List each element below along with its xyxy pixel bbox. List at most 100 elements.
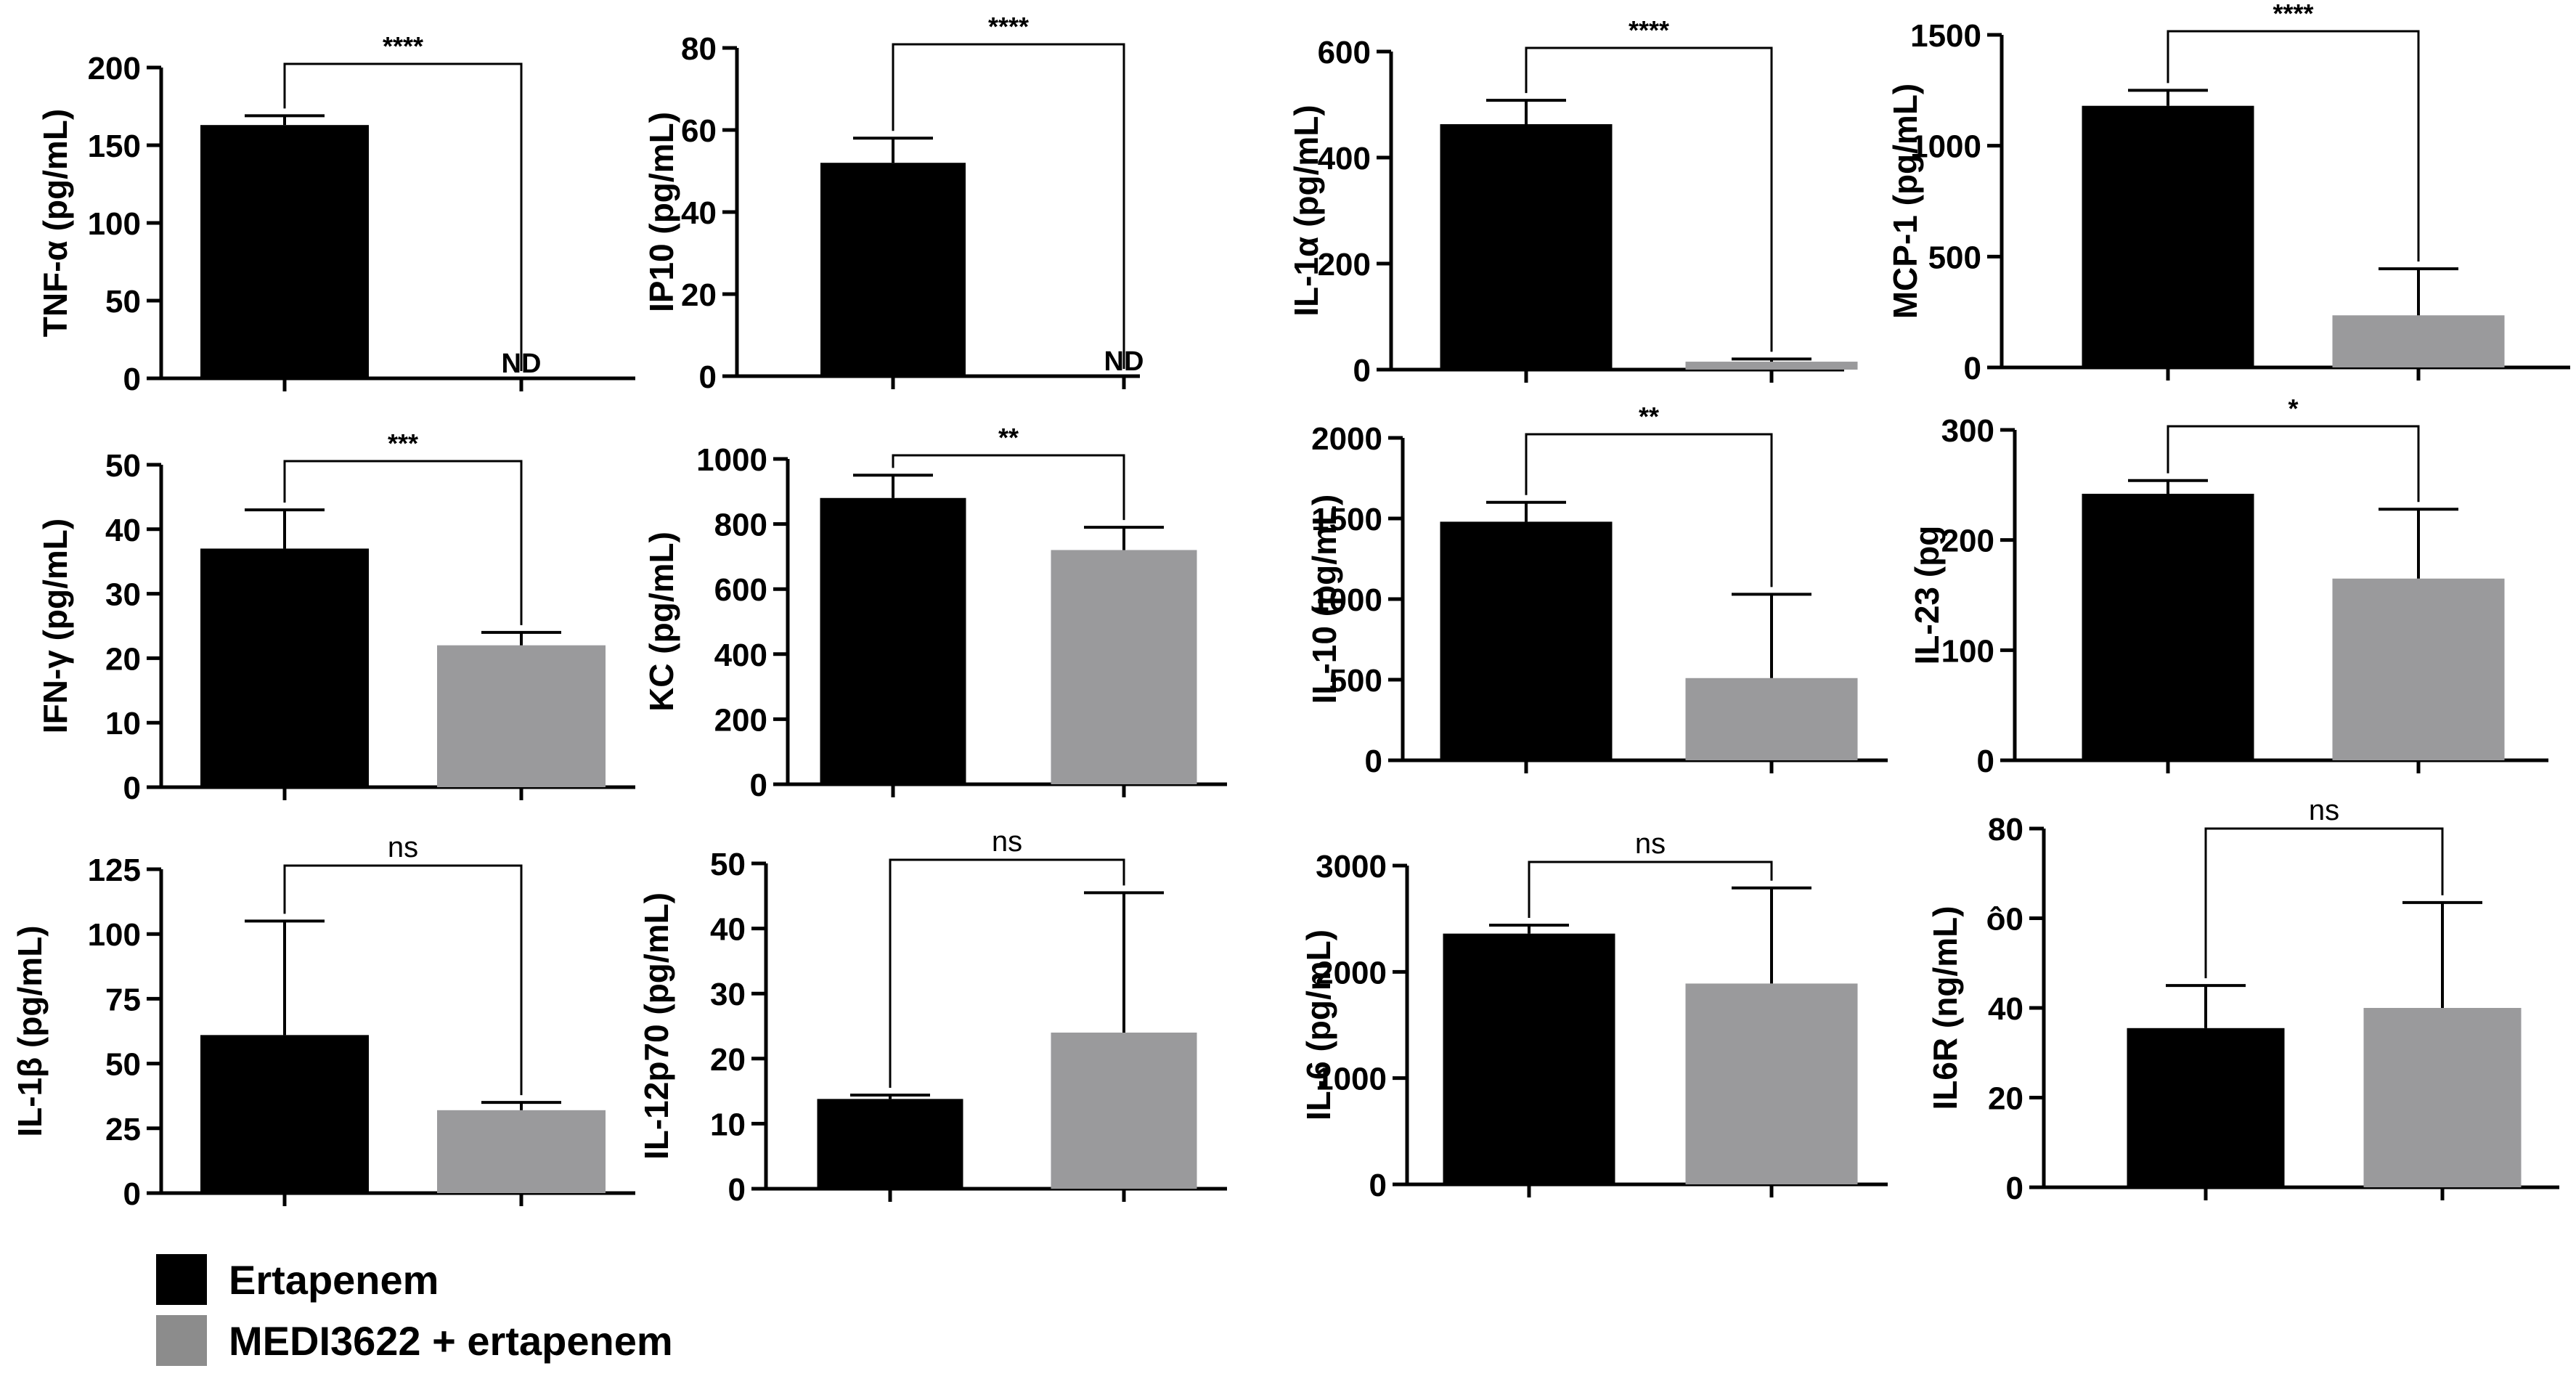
y-tick-label: 100 [88,206,141,242]
y-tick-label: 400 [714,638,767,673]
y-tick-label: 10 [710,1107,746,1142]
y-tick-label: 2000 [1311,421,1382,457]
bar-ertapenem [1440,124,1613,370]
legend-item-medi3622: MEDI3622 + ertapenem [156,1310,673,1371]
bar-ertapenem [2082,493,2254,760]
y-tick-label: 20 [681,277,717,313]
bar-medi3622 [1685,983,1858,1184]
y-tick-label: 75 [105,982,141,1017]
y-tick-label: 100 [1941,633,1994,669]
bar-ertapenem [1440,521,1613,760]
significance-bracket [889,858,1125,1088]
y-tick-label: 3000 [1316,849,1387,884]
y-tick-label: 800 [714,508,767,543]
y-tick-label: 0 [750,768,767,803]
y-tick-label: 1500 [1910,18,1981,54]
y-tick-label: 2000 [1316,955,1387,990]
significance-bracket [283,62,523,371]
y-tick-label: 0 [1353,353,1371,389]
y-tick-label: 100 [88,917,141,953]
significance-bracket [2167,30,2420,262]
y-axis-label: IL-10 (pg/mL) [1305,495,1343,704]
y-tick-label: 40 [1988,991,2023,1027]
y-tick-label: 50 [710,847,746,882]
y-tick-label: 25 [105,1112,141,1147]
y-tick-label: 40 [681,195,717,231]
significance-bracket [2204,827,2444,979]
y-tick-label: 50 [105,448,141,484]
y-tick-label: 0 [2006,1171,2023,1206]
bar-ertapenem [200,125,369,378]
bar-ertapenem [1443,933,1615,1184]
legend-swatch-medi3622 [156,1315,207,1366]
bar-ertapenem [200,548,369,787]
bar-medi3622 [1685,362,1858,370]
significance-label: **** [2273,0,2313,28]
legend: Ertapenem MEDI3622 + ertapenem [156,1249,673,1371]
chart-panel-9: 0 25 50 75 100 125 IL-1β (pg/mL) ns [11,831,635,1212]
bar-ertapenem [820,497,966,784]
y-tick-label: 0 [123,362,141,397]
y-tick-label: 1000 [696,442,767,478]
y-axis-label: IFN-γ (pg/mL) [36,518,74,733]
y-tick-label: 20 [1988,1081,2023,1117]
significance-label: ns [1635,828,1666,860]
significance-bracket [1525,46,1773,352]
significance-bracket [283,460,523,625]
y-tick-label: 30 [105,577,141,613]
y-tick-label: 50 [105,1047,141,1083]
bar-medi3622 [2332,578,2505,760]
y-tick-label: 0 [1365,744,1382,779]
chart-panel-3: 0 200 400 600 IL-1α (pg/mL) **** [1287,15,1858,389]
y-tick-label: 0 [728,1172,746,1208]
bar-ertapenem [200,1035,369,1193]
y-tick-label: 600 [1318,35,1371,70]
y-tick-label: 500 [1329,663,1382,699]
significance-label: **** [988,12,1029,41]
y-axis-label: IL-6 (pg/mL) [1300,929,1337,1120]
y-tick-label: 40 [105,513,141,548]
y-tick-label: 20 [105,641,141,677]
bar-medi3622 [1685,678,1858,760]
y-tick-label: 60 [681,113,717,149]
chart-panel-5: 0 10 20 30 40 50 IFN-γ (pg/mL) *** [36,428,635,806]
y-axis-label: MCP-1 (pg/mL) [1886,84,1924,320]
y-tick-label: 0 [123,1176,141,1212]
y-tick-label: 10 [105,706,141,741]
significance-bracket [1528,861,1773,918]
bar-ertapenem [817,1099,963,1189]
significance-label: *** [388,428,418,458]
y-axis-label: IL6R (ng/mL) [1926,906,1964,1110]
y-axis-label: IL-23 (pg [1908,526,1946,665]
y-tick-label: 80 [1988,812,2023,847]
chart-panel-12: 0 20 40 ô0 80 IL6R (ng/mL) ns [1926,794,2559,1206]
significance-label: ** [998,423,1019,452]
y-tick-label: 1000 [1910,129,1981,165]
y-tick-label: 400 [1318,141,1371,176]
y-tick-label: 0 [1964,351,1981,386]
y-tick-label: 1500 [1311,502,1382,537]
y-tick-label: 0 [699,359,717,395]
significance-bracket [2167,425,2420,503]
y-tick-label: 600 [714,572,767,608]
bar-medi3622 [1051,550,1197,784]
significance-bracket [892,43,1125,369]
bar-medi3622 [1051,1032,1197,1189]
bar-ertapenem [820,163,966,376]
y-axis-label: IP10 (pg/mL) [643,112,680,312]
y-tick-label: 0 [123,770,141,806]
y-tick-label: 50 [105,284,141,320]
y-tick-label: 30 [710,977,746,1012]
y-tick-label: 200 [88,51,141,86]
legend-label-medi3622: MEDI3622 + ertapenem [229,1317,673,1364]
y-tick-label: 80 [681,31,717,67]
y-tick-label: 300 [1941,413,1994,449]
y-tick-label: 200 [1941,524,1994,559]
chart-panel-7: 0 500 1000 1500 2000 IL-10 (pg/mL) ** [1305,402,1888,779]
y-tick-label: 200 [714,702,767,738]
y-tick-label: 1000 [1316,1062,1387,1097]
y-tick-label: 0 [1977,744,1994,779]
